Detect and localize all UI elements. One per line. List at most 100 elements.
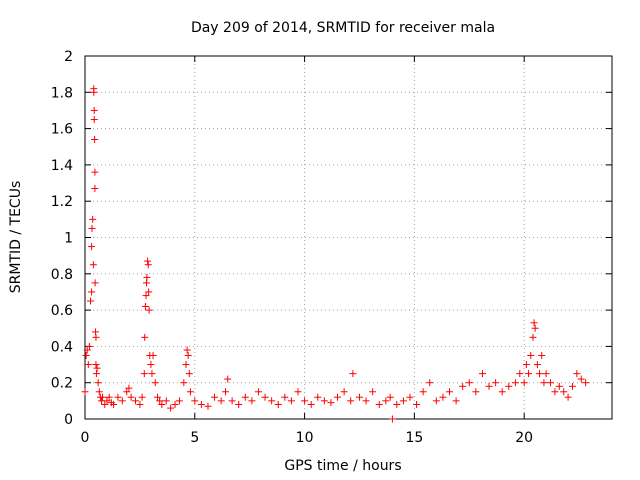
y-tick-label: 0: [64, 412, 73, 428]
data-point: [248, 397, 256, 405]
data-point: [439, 393, 447, 401]
data-point: [294, 388, 302, 396]
data-point: [564, 393, 572, 401]
data-point: [88, 243, 96, 251]
data-point: [399, 397, 407, 405]
data-point: [573, 370, 581, 378]
data-point: [95, 388, 103, 396]
data-point: [144, 261, 152, 269]
plot-frame: [84, 55, 613, 420]
y-tick-label: 1: [64, 231, 73, 247]
data-point: [148, 370, 156, 378]
data-point: [92, 333, 100, 341]
data-point: [90, 106, 98, 114]
data-point: [582, 379, 590, 387]
data-point: [426, 379, 434, 387]
data-point: [274, 400, 282, 408]
x-tick-label: 0: [81, 430, 90, 446]
data-point: [197, 400, 205, 408]
data-point: [485, 382, 493, 390]
data-point: [261, 393, 269, 401]
data-point: [406, 393, 414, 401]
data-point: [413, 400, 421, 408]
x-tick-label: 15: [405, 430, 423, 446]
data-point: [540, 379, 548, 387]
data-point: [183, 346, 191, 354]
x-axis: 0 5 10 15 20: [81, 56, 533, 446]
data-point: [91, 135, 99, 143]
data-point: [393, 400, 401, 408]
data-point: [472, 388, 480, 396]
data-point: [89, 261, 97, 269]
data-point: [153, 393, 161, 401]
data-point: [529, 333, 537, 341]
y-tick-label: 1.4: [51, 158, 73, 174]
data-point: [101, 400, 109, 408]
chart-title: Day 209 of 2014, SRMTID for receiver mal…: [191, 20, 495, 36]
data-point: [228, 397, 236, 405]
data-point: [459, 382, 467, 390]
data-point: [307, 400, 315, 408]
data-point: [355, 393, 363, 401]
data-point: [320, 397, 328, 405]
y-tick-label: 1.6: [51, 122, 73, 138]
data-point: [340, 388, 348, 396]
data-point: [452, 397, 460, 405]
data-point: [268, 397, 276, 405]
data-point: [530, 319, 538, 327]
data-point: [182, 361, 190, 369]
x-axis-label: GPS time / hours: [284, 458, 401, 474]
data-point: [516, 370, 524, 378]
data-point: [533, 361, 541, 369]
x-tick-label: 20: [515, 430, 533, 446]
data-point: [149, 351, 157, 359]
data-point: [301, 397, 309, 405]
data-point: [138, 393, 146, 401]
data-point: [92, 361, 100, 369]
data-point: [125, 384, 133, 392]
data-point: [536, 370, 544, 378]
data-point: [141, 302, 149, 310]
data-point: [145, 306, 153, 314]
data-point: [180, 379, 188, 387]
data-point: [362, 397, 370, 405]
data-point: [287, 397, 295, 405]
data-point: [388, 415, 396, 423]
data-point: [224, 375, 232, 383]
data-point: [147, 361, 155, 369]
data-point: [327, 399, 335, 407]
data-point: [560, 388, 568, 396]
data-point: [577, 375, 585, 383]
data-point: [185, 370, 193, 378]
data-point: [158, 400, 166, 408]
data-point: [386, 393, 394, 401]
data-point: [498, 388, 506, 396]
data-point: [123, 388, 131, 396]
data-point: [136, 400, 144, 408]
data-point: [314, 393, 322, 401]
data-point: [140, 370, 148, 378]
data-point: [538, 351, 546, 359]
data-point: [191, 397, 199, 405]
data-point: [89, 215, 97, 223]
data-point: [375, 400, 383, 408]
data-point: [465, 379, 473, 387]
data-point: [281, 393, 289, 401]
data-point: [446, 388, 454, 396]
data-point: [520, 379, 528, 387]
data-point: [369, 388, 377, 396]
data-point: [186, 388, 194, 396]
data-point: [94, 379, 102, 387]
data-points: [81, 85, 590, 423]
data-point: [86, 297, 94, 305]
data-point: [132, 397, 140, 405]
data-point: [382, 397, 390, 405]
y-axis-label: SRMTID / TECUs: [8, 181, 24, 294]
data-point: [127, 393, 135, 401]
data-point: [511, 379, 519, 387]
y-tick-label: 2: [64, 49, 73, 65]
data-point: [142, 292, 150, 300]
y-tick-label: 1.2: [51, 194, 73, 210]
y-tick-label: 1.8: [51, 85, 73, 101]
